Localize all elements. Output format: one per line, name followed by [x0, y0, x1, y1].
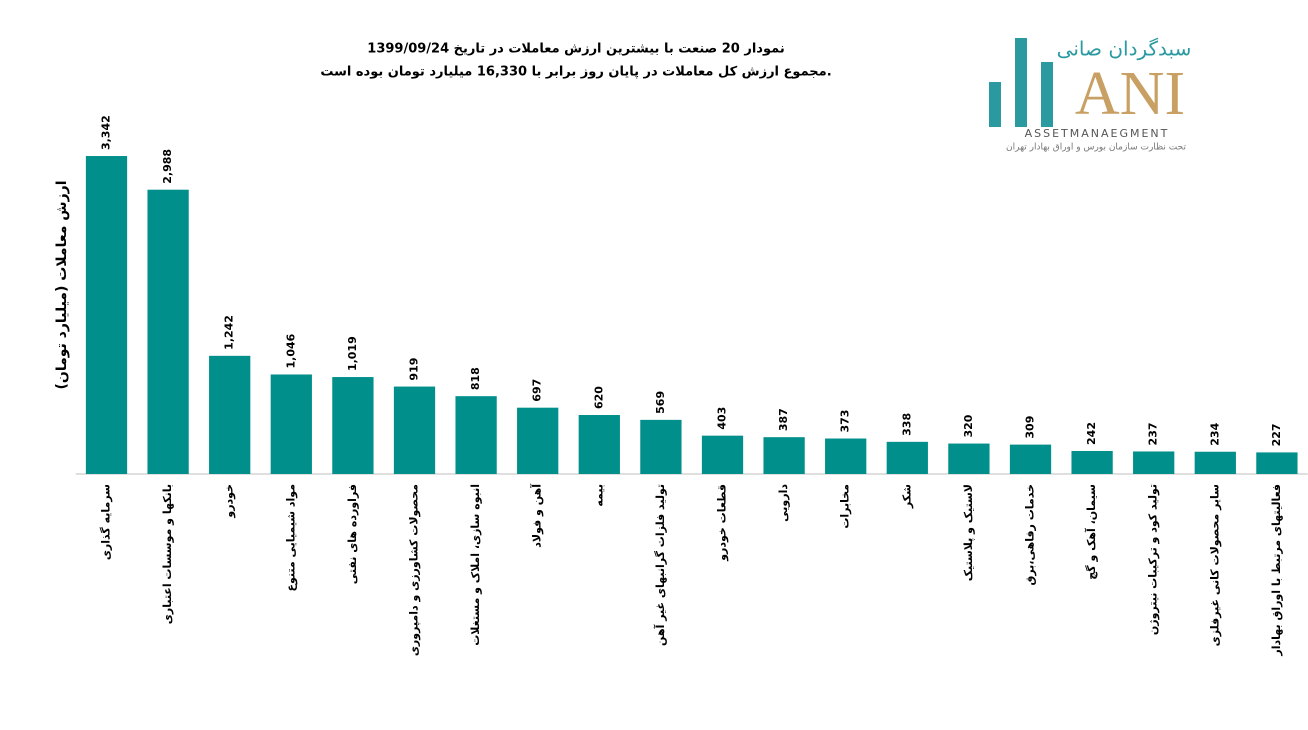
x-tick-label: سیمان، آهک و گچ — [1084, 484, 1098, 580]
data-label: 338 — [900, 413, 913, 436]
x-tick-label: فعالیتهای مرتبط با اوراق بهادار — [1270, 484, 1283, 657]
x-tick-label: تولید فلزات گرانبهای غیر آهن — [653, 484, 667, 646]
bar — [332, 377, 374, 474]
logo: ANI سبدگردان صانی ASSETMANAEGMENT تحت نظ… — [989, 37, 1191, 153]
data-label: 919 — [408, 358, 421, 381]
bar — [640, 419, 682, 474]
bar — [825, 438, 867, 474]
data-label: 620 — [592, 386, 605, 409]
data-label: 818 — [469, 367, 482, 390]
logo-name: سبدگردان صانی — [1057, 37, 1192, 61]
data-label: 403 — [716, 407, 729, 430]
bar — [393, 386, 436, 474]
bar — [1071, 450, 1113, 474]
data-label: 373 — [839, 410, 852, 433]
x-tick-label: مخابرات — [839, 484, 852, 529]
logo-note: تحت نظارت سازمان بورس و اوراق بهادار تهر… — [1006, 143, 1186, 153]
logo-bar — [1041, 62, 1053, 127]
bar — [1256, 452, 1298, 474]
x-tick-label: بانکها و موسسات اعتباری — [161, 484, 174, 624]
bar — [886, 441, 928, 474]
x-tick-label: بیمه — [592, 484, 605, 507]
data-label: 234 — [1208, 422, 1221, 445]
x-tick-label: خدمات رفاهی،برق — [1024, 484, 1037, 586]
x-tick-label: شکر — [900, 484, 913, 509]
data-label: 242 — [1085, 422, 1098, 445]
x-tick-label: تولید کود و ترکیبات نیتروژن — [1147, 484, 1160, 635]
chart-subtitle: مجموع ارزش کل معاملات در پایان روز برابر… — [320, 65, 831, 80]
data-label: 227 — [1270, 423, 1283, 446]
bar — [209, 355, 251, 474]
bar — [578, 415, 620, 474]
x-tick-label: خودرو — [223, 484, 236, 519]
y-axis-title: ارزش معاملات (میلیارد تومان) — [54, 180, 70, 389]
x-tick-label: آهن و فولاد — [530, 484, 544, 548]
bar — [701, 435, 744, 474]
logo-bar — [1015, 38, 1027, 127]
x-tick-label: لاستیک و پلاستیک — [962, 484, 975, 581]
x-tick-label: سرمایه گذاری — [100, 484, 113, 560]
chart-title: نمودار 20 صنعت با بیشترین ارزش معاملات د… — [367, 42, 784, 57]
x-tick-label: محصولات کشاورزی و دامپروری — [408, 484, 421, 656]
bar — [763, 437, 805, 474]
bar — [147, 189, 189, 475]
data-label: 3,342 — [100, 115, 113, 150]
data-label: 2,988 — [161, 149, 174, 184]
bar — [270, 374, 312, 474]
bar — [1133, 451, 1175, 474]
data-label: 569 — [654, 391, 667, 414]
x-tick-label: سایر محصولات کانی غیرفلزی — [1208, 484, 1221, 646]
data-label: 320 — [962, 414, 975, 437]
x-tick-label: فراورده های نفتی — [346, 484, 359, 584]
data-label: 309 — [1024, 416, 1037, 439]
x-tick-label: انبوه سازی، املاک و مستغلات — [469, 484, 482, 646]
logo-tagline: ASSETMANAEGMENT — [1025, 127, 1170, 140]
x-tick-label: قطعات خودرو — [716, 484, 729, 562]
data-label: 697 — [531, 379, 544, 402]
logo-mark: ANI — [1075, 60, 1185, 128]
data-label: 1,046 — [284, 333, 297, 368]
data-label: 1,242 — [223, 315, 236, 350]
x-tick-label: دارویی — [777, 484, 790, 522]
bar — [85, 156, 128, 474]
bar — [455, 396, 497, 474]
bar — [517, 407, 559, 474]
data-label: 387 — [777, 408, 790, 431]
data-label: 237 — [1147, 422, 1160, 445]
bar — [948, 443, 990, 474]
data-label: 1,019 — [346, 336, 359, 371]
bar — [1194, 451, 1236, 474]
logo-bar — [989, 82, 1001, 127]
bar — [1009, 444, 1052, 474]
x-tick-label: مواد شیمیایی متنوع — [284, 484, 297, 592]
